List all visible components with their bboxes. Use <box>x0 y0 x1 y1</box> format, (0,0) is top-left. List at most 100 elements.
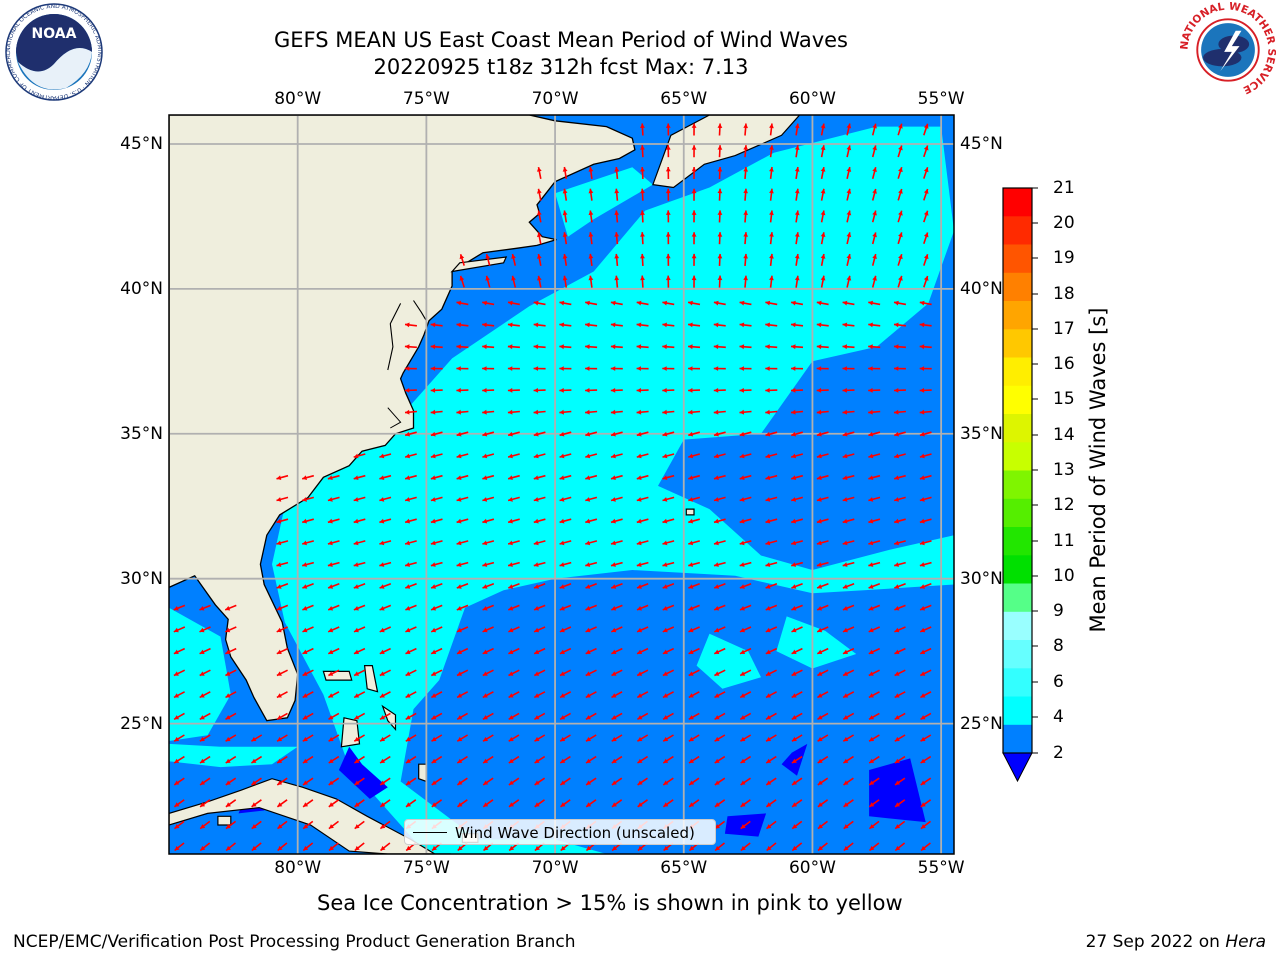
arrow-head <box>585 475 591 480</box>
arrow-head <box>456 366 461 371</box>
arrow-head <box>740 824 746 829</box>
arrow-head <box>842 475 848 480</box>
arrow-head <box>791 300 796 306</box>
arrow-head <box>713 388 719 393</box>
arrow-head <box>537 210 542 216</box>
arrow-head <box>794 210 800 216</box>
arrow-head <box>277 780 283 785</box>
arrow-head <box>533 518 539 524</box>
colorbar-tick-label: 2 <box>1053 743 1064 763</box>
arrow-head <box>919 562 925 567</box>
arrow-head <box>431 584 436 589</box>
arrow-head <box>533 540 539 546</box>
long-period-zone <box>869 758 926 823</box>
andros-island <box>340 717 361 748</box>
arrow-head <box>379 562 385 567</box>
arrow-head <box>817 649 823 654</box>
axis-tick-label: 35°N <box>960 423 1003 444</box>
axis-tick-label: 60°W <box>788 858 836 878</box>
arrow-head <box>379 693 385 698</box>
arrow-head <box>743 253 748 259</box>
arrow-head <box>534 627 540 633</box>
arrow-head <box>456 584 462 589</box>
arrow-head <box>868 562 874 567</box>
arrow-head <box>842 366 847 371</box>
arrow-head <box>689 802 695 807</box>
axis-tick-label: 35°N <box>120 423 163 444</box>
arrow-head <box>816 388 822 393</box>
arrow-head <box>379 475 385 480</box>
arrow-head <box>328 824 334 829</box>
arrow-head <box>585 671 591 676</box>
bermuda <box>685 508 695 516</box>
arrow-head <box>406 802 411 807</box>
arrow-head <box>816 366 822 371</box>
arrow-head <box>560 671 565 676</box>
arrow-head <box>405 562 410 567</box>
arrow-head <box>302 627 308 633</box>
arrow-head <box>430 344 436 350</box>
arrow-head <box>765 649 771 654</box>
arrow-head <box>713 344 719 350</box>
long-period-zone <box>338 746 388 799</box>
arrow-head <box>688 388 693 393</box>
arrow-head <box>894 606 900 611</box>
arrow-head <box>405 453 410 459</box>
arrow-head <box>482 562 488 567</box>
arrow-head <box>920 824 926 829</box>
arrow-head <box>430 388 436 393</box>
arrow-head <box>199 693 205 698</box>
arrow-head <box>534 802 540 807</box>
arrow-head <box>533 453 539 459</box>
arrow-head <box>662 475 668 480</box>
arrow-head <box>816 344 822 350</box>
arrow-head <box>714 715 720 720</box>
chart-subtitle: 20220925 t18z 312h fcst Max: 7.13 <box>373 55 749 79</box>
arrow-head <box>794 145 800 150</box>
arrow-head <box>559 649 565 654</box>
arrow-head <box>533 300 539 306</box>
arrow-head <box>379 584 385 589</box>
arrow-head <box>508 562 513 567</box>
arrow-head <box>662 606 668 611</box>
arrow-head <box>405 475 410 480</box>
arrow-head <box>329 845 334 851</box>
arrow-head <box>923 123 929 129</box>
arrow-head <box>816 300 822 306</box>
arrow-head <box>302 671 308 676</box>
arrow-head <box>431 715 437 720</box>
arrow-head <box>923 145 929 151</box>
arrow-head <box>251 736 257 742</box>
arrow-head <box>482 693 488 698</box>
arrow-head <box>740 845 746 851</box>
arrow-head <box>817 627 823 633</box>
arrow-head <box>691 188 697 194</box>
long-island-bahamas <box>418 763 427 783</box>
arrow-head <box>688 344 693 350</box>
arrow-head <box>923 232 929 238</box>
arrow-head <box>637 736 643 742</box>
colorbar-segment <box>1003 640 1032 669</box>
arrow-head <box>611 736 617 742</box>
colorbar-tick-label: 14 <box>1053 425 1075 445</box>
arrow-head <box>765 322 770 328</box>
arrow-head <box>688 562 694 567</box>
arrow-head <box>585 431 591 437</box>
arrow-head <box>354 824 360 829</box>
arrow-head <box>791 409 796 415</box>
arrow-head <box>226 824 231 829</box>
arrow-head <box>919 366 925 371</box>
arrow-head <box>920 649 926 654</box>
arrow-head <box>560 802 566 807</box>
arrow-head <box>353 497 359 502</box>
arrow-head <box>740 627 745 633</box>
arrow-head <box>637 649 643 654</box>
arrow-head <box>739 344 745 350</box>
arrow-head <box>794 232 800 237</box>
arrow-head <box>662 649 668 654</box>
arrow-head <box>794 167 800 172</box>
arrow-head <box>533 497 539 502</box>
arrow-head <box>919 497 925 502</box>
arrow-head <box>614 210 620 215</box>
